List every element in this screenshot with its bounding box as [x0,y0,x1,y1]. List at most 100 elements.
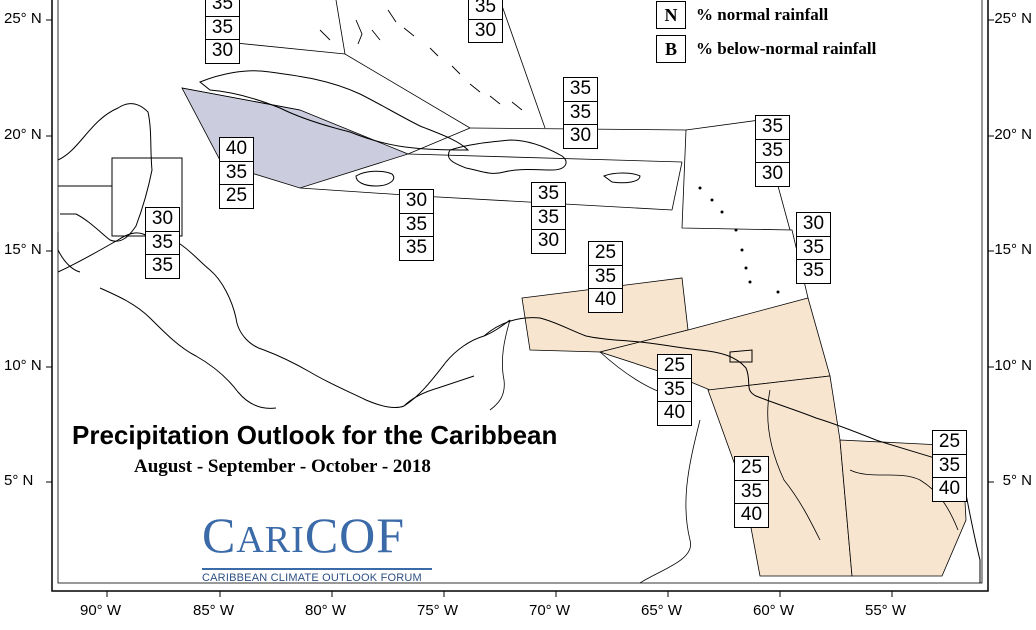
caricof-logo: CARICOF CARIBBEAN CLIMATE OUTLOOK FORUM [202,510,432,584]
stack-hispaniola-puerto-rico: 35 35 30 [531,182,566,254]
map-inner-frame [57,0,983,584]
below-normal-region-guyana [707,375,853,577]
stack-cell: 25 [734,456,769,481]
stack-cell: 30 [399,189,434,214]
stack-cell: 35 [399,212,434,237]
legend-key-below: B [656,35,686,63]
stack-cell: 40 [588,288,623,313]
map-subtitle: August - September - October - 2018 [134,456,431,477]
jamaica-coastline [355,170,395,187]
stack-cell: 35 [796,259,831,284]
bahamas-islands [319,9,523,111]
stack-northern-leewards: 35 35 30 [755,115,790,187]
stack-bahamas-east: 35 30 [468,0,503,43]
above-normal-region-cayman [181,87,410,189]
stack-cayman-jamaica-west: 40 35 25 [219,137,254,209]
lon-label-90: 90° W [80,602,122,619]
lon-label-65: 65° W [641,602,683,619]
lesser-antilles [698,186,780,294]
stack-trinidad-north-guyana: 25 35 40 [657,354,692,426]
legend-text-below: % below-normal rainfall [696,39,877,58]
stack-bahamas-west: 35 35 30 [205,0,240,64]
legend-normal: N % normal rainfall [656,1,829,29]
stack-cell: 35 [755,138,790,163]
stack-cell: 35 [755,115,790,140]
lat-label-right-5: 5° N [1002,472,1032,489]
lon-label-75: 75° W [417,602,459,619]
hispaniola-coastline [448,139,567,174]
lat-label-15: 15° N [4,241,42,258]
lat-label-right-20: 20° N [994,126,1032,143]
logo-text-ari: ARI [236,519,305,561]
zone-boundaries [181,0,809,299]
stack-cell: 35 [468,0,503,20]
map-title: Precipitation Outlook for the Caribbean [72,420,558,450]
stack-cell: 35 [399,236,434,261]
stack-cell: 35 [734,479,769,504]
stack-cell: 25 [932,430,967,455]
stack-cell: 35 [205,15,240,40]
stack-cell: 35 [796,235,831,260]
legend-text-normal: % normal rainfall [696,5,829,24]
puerto-rico-coastline [602,172,641,184]
stack-cell: 35 [657,377,692,402]
coastlines [57,103,511,409]
stack-cell: 35 [563,77,598,102]
cuba-coastline [199,70,470,151]
logo-tagline: CARIBBEAN CLIMATE OUTLOOK FORUM [202,572,422,584]
stack-cell: 40 [219,137,254,162]
stack-belize-central-america: 30 35 35 [145,207,180,279]
stack-cell: 30 [145,207,180,232]
stack-cell: 30 [468,18,503,43]
stack-cell: 35 [932,453,967,478]
lat-label-20: 20° N [4,126,42,143]
legend-below: B % below-normal rainfall [656,35,877,63]
lat-label-right-15: 15° N [994,241,1032,258]
logo-divider [202,568,432,570]
stack-cell: 40 [932,477,967,502]
trinidad-coastline [729,349,753,363]
stack-cell: 40 [734,503,769,528]
venezuela-interior [489,319,701,584]
stack-cell: 25 [219,184,254,209]
lon-label-55: 55° W [865,602,907,619]
lat-label-25: 25° N [4,10,42,27]
panama-coastline [403,375,475,407]
lat-label-5: 5° N [4,472,34,489]
stack-cell: 35 [145,254,180,279]
stack-cell: 35 [219,160,254,185]
stack-cell: 30 [205,39,240,64]
stack-cell: 35 [205,0,240,17]
stack-cell: 35 [563,100,598,125]
stack-cell: 30 [796,212,831,237]
lon-ticks [106,591,893,597]
stack-cell: 35 [531,205,566,230]
guyana-border [767,389,959,541]
stack-suriname-french-guiana: 25 35 40 [932,430,967,502]
lat-label-right-25: 25° N [994,10,1032,27]
lat-label-10: 10° N [4,357,42,374]
lon-label-85: 85° W [193,602,235,619]
lon-label-60: 60° W [753,602,795,619]
logo-wordmark: CARICOF [202,510,432,565]
legend-key-normal: N [656,1,686,29]
stack-southern-caribbean-islands: 25 35 40 [588,241,623,313]
stack-cell: 25 [588,241,623,266]
stack-jamaica-haiti-south: 30 35 35 [399,189,434,261]
stack-windward-islands: 30 35 35 [796,212,831,284]
stack-cell: 25 [657,354,692,379]
lat-ticks [46,19,994,483]
stack-cell: 40 [657,401,692,426]
stack-cell: 35 [588,264,623,289]
stack-cell: 30 [563,124,598,149]
stack-turks-caicos: 35 35 30 [563,77,598,149]
logo-text-c: C [202,507,237,563]
stack-cell: 35 [145,230,180,255]
south-america-coastline [483,317,981,583]
stack-cell: 35 [531,182,566,207]
lat-label-right-10: 10° N [994,357,1032,374]
map-frame [51,0,989,592]
stack-guyana: 25 35 40 [734,456,769,528]
stack-cell: 30 [755,162,790,187]
